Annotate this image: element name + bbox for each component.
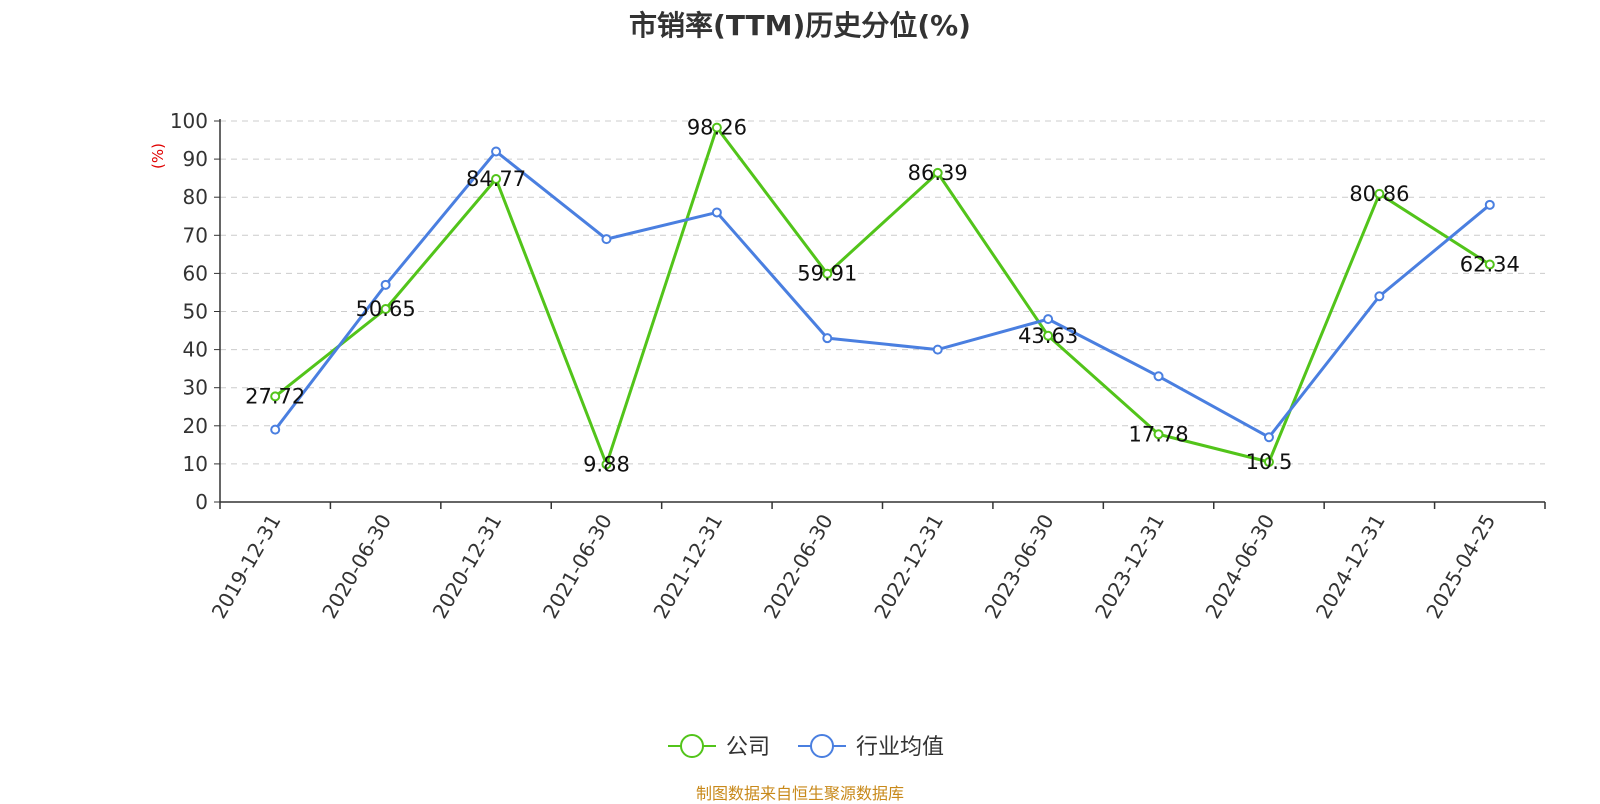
industry-avg-point bbox=[1043, 314, 1054, 325]
company-point bbox=[1043, 330, 1054, 341]
industry-avg-point bbox=[1484, 199, 1495, 210]
company-point bbox=[270, 391, 281, 402]
y-tick-label: 60 bbox=[183, 261, 208, 285]
industry-avg-point bbox=[1263, 432, 1274, 443]
data-label: 50.65 bbox=[356, 297, 416, 321]
industry-avg-point bbox=[822, 333, 833, 344]
industry-avg-point bbox=[380, 279, 391, 290]
data-label: 9.88 bbox=[583, 452, 630, 476]
x-tick-label: 2023-12-31 bbox=[1090, 510, 1169, 623]
industry-avg-series-line bbox=[274, 149, 1491, 439]
legend-marker bbox=[680, 734, 704, 758]
data-label: 10.5 bbox=[1246, 450, 1293, 474]
x-tick-label: 2024-06-30 bbox=[1200, 510, 1279, 623]
company-point bbox=[491, 174, 502, 185]
industry-avg-point bbox=[1374, 291, 1385, 302]
company-point bbox=[711, 122, 722, 133]
data-label: 84.77 bbox=[466, 167, 526, 191]
industry-avg-point bbox=[601, 234, 612, 245]
y-tick-label: 90 bbox=[183, 147, 208, 171]
x-tick-label: 2020-12-31 bbox=[428, 510, 507, 623]
y-tick-label: 30 bbox=[183, 376, 208, 400]
industry-avg-point bbox=[1153, 371, 1164, 382]
x-tick-label: 2022-06-30 bbox=[759, 510, 838, 623]
y-tick-label: 100 bbox=[170, 109, 208, 133]
chart-title: 市销率(TTM)历史分位(%) bbox=[629, 9, 971, 42]
x-tick-label: 2025-04-25 bbox=[1421, 510, 1500, 623]
x-tick-label: 2019-12-31 bbox=[207, 510, 286, 623]
industry-avg-point bbox=[932, 344, 943, 355]
data-label: 43.63 bbox=[1018, 324, 1078, 348]
x-tick-label: 2024-12-31 bbox=[1311, 510, 1390, 623]
source-footer: 制图数据来自恒生聚源数据库 bbox=[695, 784, 904, 803]
company-point bbox=[1484, 259, 1495, 270]
y-tick-label: 0 bbox=[195, 490, 208, 514]
y-axis-label: (%) bbox=[149, 143, 167, 169]
y-tick-label: 10 bbox=[183, 452, 208, 476]
industry-avg-point bbox=[491, 146, 502, 157]
y-tick-label: 50 bbox=[183, 300, 208, 324]
y-tick-label: 80 bbox=[183, 185, 208, 209]
legend-label: 公司 bbox=[726, 735, 770, 760]
x-tick-label: 2023-06-30 bbox=[980, 510, 1059, 623]
company-point bbox=[932, 167, 943, 178]
data-label: 62.34 bbox=[1460, 252, 1520, 276]
x-tick-label: 2021-06-30 bbox=[538, 510, 617, 623]
x-tick-label: 2022-12-31 bbox=[869, 510, 948, 623]
data-label: 86.39 bbox=[908, 161, 968, 185]
x-tick-label: 2020-06-30 bbox=[317, 510, 396, 623]
legend-label: 行业均值 bbox=[856, 735, 944, 760]
industry-avg-point bbox=[270, 424, 281, 435]
data-label: 17.78 bbox=[1128, 422, 1188, 446]
company-point bbox=[1374, 188, 1385, 199]
company-point bbox=[1153, 429, 1164, 440]
company-point bbox=[822, 268, 833, 279]
data-label: 59.91 bbox=[797, 262, 857, 286]
company-series-line bbox=[274, 126, 1491, 466]
x-tick-label: 2021-12-31 bbox=[648, 510, 727, 623]
y-tick-label: 40 bbox=[183, 338, 208, 362]
y-tick-label: 70 bbox=[183, 223, 208, 247]
y-tick-label: 20 bbox=[183, 414, 208, 438]
company-point bbox=[601, 459, 612, 470]
data-label: 80.86 bbox=[1349, 182, 1409, 206]
company-point bbox=[380, 304, 391, 315]
legend-marker bbox=[810, 734, 834, 758]
industry-avg-point bbox=[711, 207, 722, 218]
data-label: 98.26 bbox=[687, 116, 747, 140]
data-label: 27.72 bbox=[245, 384, 305, 408]
company-point bbox=[1263, 456, 1274, 467]
